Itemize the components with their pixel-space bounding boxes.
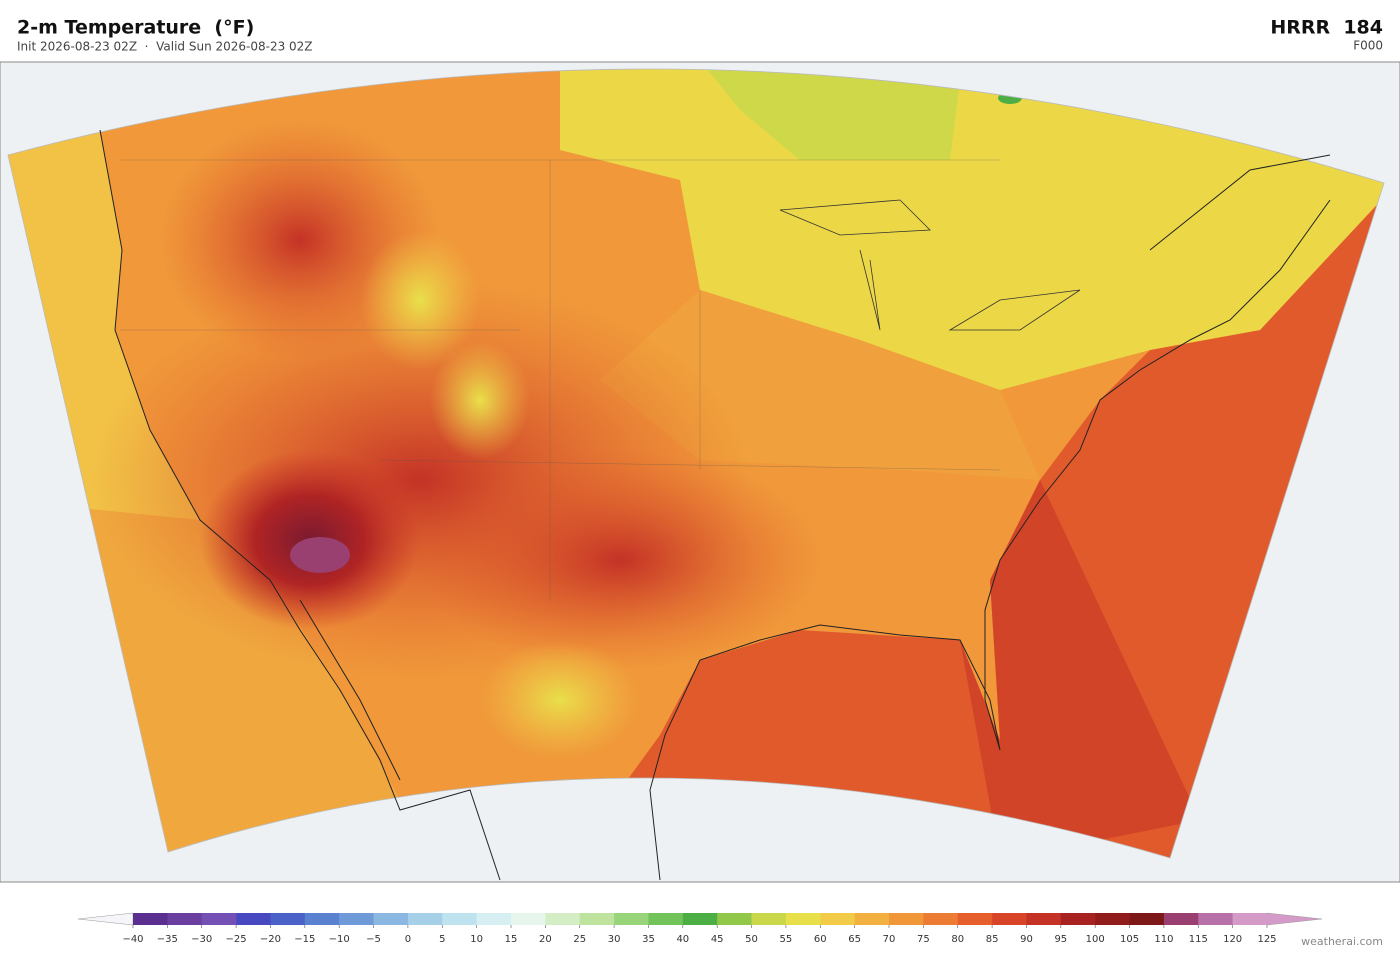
colorbar-bin <box>785 913 821 925</box>
colorbar-tick-label: −15 <box>294 934 315 945</box>
colorbar-bin <box>579 913 615 925</box>
colorbar-bin <box>133 913 168 925</box>
colorbar-over <box>1266 912 1323 926</box>
colorbar-bin <box>751 913 787 925</box>
colorbar-tick-label: 50 <box>745 934 758 945</box>
colorbar-tick-label: −25 <box>226 934 247 945</box>
colorbar-bin <box>236 913 271 925</box>
colorbar-tick-label: 0 <box>405 934 411 945</box>
colorbar-bin <box>476 913 512 925</box>
west-coastline <box>99 129 501 881</box>
colorbar-tick-label: 100 <box>1086 934 1105 945</box>
colorbar-bin <box>339 913 374 925</box>
colorbar-bin <box>545 913 581 925</box>
colorbar-tick-label: −20 <box>260 934 281 945</box>
map-subtitle: Init 2026-08-23 02Z · Valid Sun 2026-08-… <box>17 40 313 54</box>
colorbar-tick-label: 10 <box>470 934 483 945</box>
colorbar-tick-label: 95 <box>1054 934 1067 945</box>
colorbar-bin <box>957 913 993 925</box>
colorbar-tick-label: 15 <box>505 934 518 945</box>
model-label: HRRR 184 <box>1270 17 1383 39</box>
colorbar-bin <box>1198 913 1233 925</box>
colorbar-tick-label: −35 <box>157 934 178 945</box>
colorbar-tick-label: −40 <box>122 934 143 945</box>
colorbar-bin <box>854 913 890 925</box>
colorbar-bin <box>407 913 443 925</box>
colorbar-bin <box>992 913 1027 925</box>
colorbar-tick-label: 90 <box>1020 934 1033 945</box>
map <box>0 61 1400 883</box>
colorbar-bin <box>648 913 684 925</box>
colorbar-bin <box>889 913 924 925</box>
colorbar-tick-label: −30 <box>191 934 212 945</box>
colorbar-bin <box>820 913 855 925</box>
colorbar-bin <box>373 913 409 925</box>
colorbar-bin <box>1129 913 1165 925</box>
colorbar: −40 −35 −30 −25 −20 −15 −10 −5 0 5 10 15 20 25 30 35 40 4… <box>77 912 1323 945</box>
colorbar-tick-label: 5 <box>439 934 445 945</box>
colorbar-bin <box>1095 913 1130 925</box>
colorbar-tick-label: 120 <box>1223 934 1242 945</box>
colorbar-tick-label: 40 <box>676 934 689 945</box>
colorbar-bin <box>201 913 237 925</box>
colorbar-bin <box>167 913 203 925</box>
colorbar-bin <box>270 913 306 925</box>
colorbar-bin <box>614 913 649 925</box>
colorbar-tick-label: 65 <box>848 934 861 945</box>
colorbar-tick-label: 80 <box>951 934 964 945</box>
colorbar-tick-label: 85 <box>986 934 999 945</box>
colorbar-under <box>77 912 134 926</box>
colorbar-bin <box>923 913 959 925</box>
colorbar-tick-label: 55 <box>780 934 793 945</box>
forecast-hour: F000 <box>1353 39 1383 53</box>
colorbar-tick-label: 60 <box>814 934 827 945</box>
map-title: 2-m Temperature (°F) <box>17 17 254 39</box>
colorbar-tick-label: 45 <box>711 934 724 945</box>
colorbar-bin <box>442 913 477 925</box>
colorbar-tick-label: 25 <box>573 934 586 945</box>
colorbar-tick-label: 115 <box>1189 934 1208 945</box>
colorbar-bin <box>682 913 718 925</box>
colorbar-bin <box>511 913 546 925</box>
colorbar-bin <box>1163 913 1199 925</box>
borders <box>120 159 1001 600</box>
colorbar-tick-label: 70 <box>883 934 896 945</box>
east-coastline <box>649 199 1331 881</box>
colorbar-bin <box>1026 913 1062 925</box>
colorbar-tick-label: 20 <box>539 934 552 945</box>
colorbar-tick-label: 110 <box>1154 934 1173 945</box>
credit: weatherai.com <box>1301 935 1383 948</box>
colorbar-tick-label: −5 <box>366 934 381 945</box>
colorbar-bin <box>717 913 752 925</box>
colorbar-bin <box>304 913 340 925</box>
colorbar-tick-label: 75 <box>917 934 930 945</box>
colorbar-bin <box>1060 913 1096 925</box>
colorbar-tick-label: 35 <box>642 934 655 945</box>
colorbar-tick-label: 30 <box>608 934 621 945</box>
colorbar-tick-label: 125 <box>1257 934 1276 945</box>
colorbar-tick-label: −10 <box>329 934 350 945</box>
colorbar-tick-label: 105 <box>1120 934 1139 945</box>
great-lakes <box>779 199 1081 331</box>
colorbar-bin <box>1232 913 1268 925</box>
